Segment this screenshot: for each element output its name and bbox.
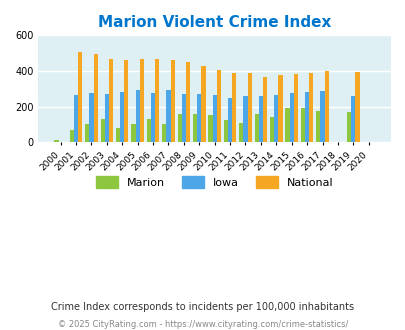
Bar: [239, 123, 243, 142]
Bar: [346, 112, 350, 142]
Bar: [197, 94, 201, 142]
Bar: [155, 59, 159, 142]
Bar: [354, 72, 359, 142]
Bar: [181, 94, 185, 142]
Bar: [192, 114, 197, 142]
Bar: [78, 52, 82, 142]
Bar: [104, 94, 109, 142]
Bar: [208, 115, 212, 142]
Bar: [131, 124, 135, 142]
Bar: [243, 96, 247, 142]
Bar: [124, 60, 128, 142]
Bar: [177, 114, 181, 142]
Bar: [247, 73, 251, 142]
Bar: [228, 98, 232, 142]
Bar: [54, 140, 58, 142]
Bar: [309, 74, 313, 142]
Bar: [232, 73, 236, 142]
Bar: [315, 111, 320, 142]
Bar: [135, 90, 139, 142]
Bar: [320, 90, 324, 142]
Bar: [262, 77, 266, 142]
Bar: [201, 66, 205, 142]
Bar: [74, 95, 78, 142]
Legend: Marion, Iowa, National: Marion, Iowa, National: [91, 172, 337, 192]
Bar: [166, 90, 170, 142]
Bar: [139, 59, 143, 142]
Bar: [93, 54, 98, 142]
Bar: [85, 123, 89, 142]
Text: Crime Index corresponds to incidents per 100,000 inhabitants: Crime Index corresponds to incidents per…: [51, 302, 354, 312]
Bar: [293, 74, 297, 142]
Bar: [147, 119, 151, 142]
Bar: [269, 117, 273, 142]
Bar: [70, 130, 74, 142]
Bar: [300, 108, 304, 142]
Bar: [304, 92, 309, 142]
Bar: [212, 95, 216, 142]
Bar: [278, 75, 282, 142]
Bar: [89, 93, 93, 142]
Bar: [170, 59, 174, 142]
Bar: [254, 114, 258, 142]
Bar: [109, 59, 113, 142]
Bar: [289, 93, 293, 142]
Bar: [185, 61, 190, 142]
Bar: [116, 128, 120, 142]
Bar: [350, 96, 354, 142]
Bar: [285, 108, 289, 142]
Bar: [223, 120, 228, 142]
Bar: [273, 95, 278, 142]
Bar: [324, 71, 328, 142]
Bar: [216, 70, 220, 142]
Bar: [162, 124, 166, 142]
Bar: [258, 96, 262, 142]
Bar: [120, 92, 124, 142]
Bar: [100, 119, 104, 142]
Text: © 2025 CityRating.com - https://www.cityrating.com/crime-statistics/: © 2025 CityRating.com - https://www.city…: [58, 320, 347, 329]
Title: Marion Violent Crime Index: Marion Violent Crime Index: [98, 15, 330, 30]
Bar: [151, 93, 155, 142]
